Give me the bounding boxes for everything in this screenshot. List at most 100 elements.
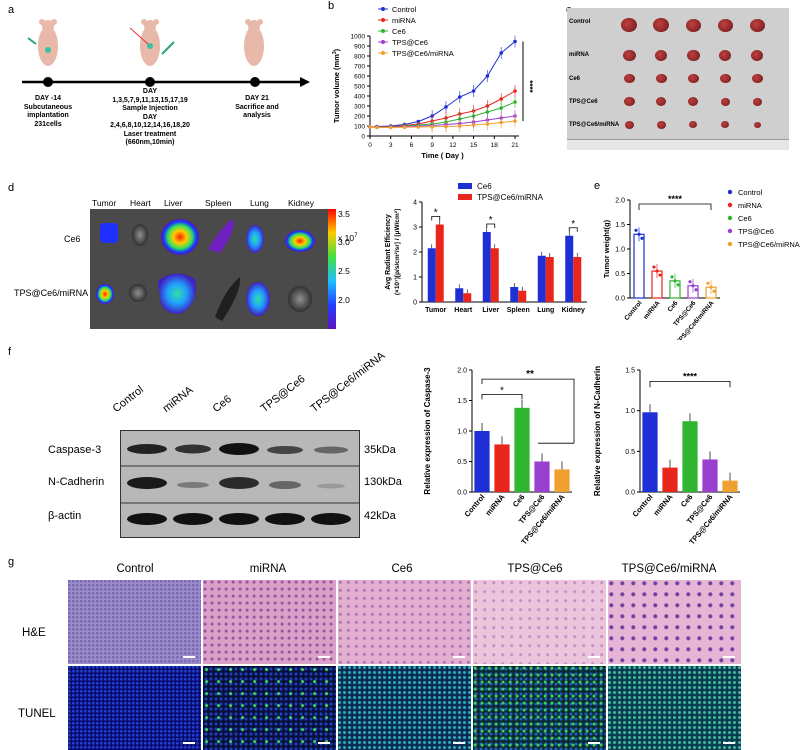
histology-column-labels: Control miRNA Ce6 TPS@Ce6 TPS@Ce6/miRNA bbox=[70, 563, 740, 579]
he-stain-image bbox=[203, 580, 336, 664]
colorbar-unit-exp: 7 bbox=[354, 233, 358, 240]
bar bbox=[435, 224, 444, 302]
timeline-line: DAY bbox=[142, 88, 158, 95]
legend-label: Ce6 bbox=[477, 182, 492, 191]
legend-label: Control bbox=[738, 188, 763, 197]
data-point bbox=[471, 89, 476, 93]
x-tick-label: Kidney bbox=[562, 307, 585, 314]
organ-label: Tumor bbox=[92, 198, 117, 208]
timeline-line: 2,4,6,8,10,12,14,16,18,20 bbox=[110, 122, 190, 129]
data-point bbox=[444, 124, 448, 129]
tumor-specimen bbox=[689, 121, 697, 129]
y-tick-label: 2.0 bbox=[615, 198, 625, 205]
bar bbox=[662, 467, 678, 492]
tumor-specimen bbox=[623, 73, 635, 84]
significance-label: * bbox=[500, 385, 504, 396]
y-tick-label: 3 bbox=[413, 225, 417, 232]
legend-marker bbox=[381, 18, 385, 22]
histology-row-label: TUNEL bbox=[18, 708, 56, 720]
lane-label: miRNA bbox=[160, 384, 196, 415]
x-axis-label: Time ( Day ) bbox=[421, 151, 464, 160]
data-point bbox=[652, 265, 656, 269]
scale-bar bbox=[723, 656, 735, 658]
scale-bar bbox=[183, 742, 195, 744]
data-point bbox=[375, 125, 379, 130]
blot-kda-label: 130kDa bbox=[364, 476, 402, 488]
tumor-specimen bbox=[653, 18, 669, 33]
colorbar-tick: 3.0 bbox=[338, 237, 350, 247]
timeline-line: analysis bbox=[243, 112, 271, 119]
histology-column-label: Ce6 bbox=[391, 563, 413, 575]
y-tick-label: 1.5 bbox=[625, 368, 635, 375]
x-tick-label: 12 bbox=[449, 142, 457, 149]
x-tick-label: Spleen bbox=[507, 307, 530, 314]
tumor-specimen bbox=[751, 73, 763, 84]
photo-row-label: miRNA bbox=[569, 52, 590, 58]
data-point bbox=[637, 232, 641, 236]
data-point bbox=[457, 95, 462, 99]
colorbar bbox=[328, 209, 336, 329]
timeline-event-1: DAY -14 Subcutaneous implantation 231cel… bbox=[8, 95, 88, 129]
significance-bracket bbox=[431, 216, 441, 221]
x-tick-label: 3 bbox=[389, 142, 393, 149]
significance-label: * bbox=[571, 219, 575, 230]
tumor-specimen bbox=[623, 96, 635, 107]
legend-marker bbox=[381, 51, 385, 55]
significance-bracket bbox=[568, 227, 578, 232]
y-tick-label: 0.5 bbox=[625, 449, 635, 456]
bar bbox=[565, 235, 574, 302]
data-point bbox=[694, 288, 698, 292]
y-tick-label: 1.0 bbox=[625, 408, 635, 415]
scale-bar bbox=[453, 742, 465, 744]
x-tick-label: 9 bbox=[430, 142, 434, 149]
y-tick-label: 2.0 bbox=[457, 368, 467, 375]
timeline-event-3: DAY 21 Sacrifice and analysis bbox=[222, 95, 292, 121]
tumor-photo: Control miRNA Ce6 TPS@Ce6 TPS@Ce6/miRNA bbox=[567, 8, 789, 150]
tunel-stain-image bbox=[473, 666, 606, 750]
ruler bbox=[567, 139, 789, 150]
colorbar-tick: 2.5 bbox=[338, 266, 350, 276]
he-stain-image bbox=[68, 580, 201, 664]
series-line bbox=[369, 120, 516, 128]
y-tick-label: 1000 bbox=[351, 34, 366, 41]
colorbar-tick: 2.0 bbox=[338, 295, 350, 305]
blot-kda-label: 35kDa bbox=[364, 444, 396, 456]
significance-label: **** bbox=[525, 80, 534, 93]
tumor-specimen bbox=[624, 120, 634, 129]
mouse-icon bbox=[27, 19, 58, 66]
mouse-icon bbox=[129, 19, 175, 66]
x-tick-label: 0 bbox=[368, 142, 372, 149]
y-tick-label: 0.5 bbox=[615, 271, 625, 278]
organ-fluorescence bbox=[96, 219, 315, 321]
data-point bbox=[444, 105, 448, 109]
legend-label: TPS@Ce6 bbox=[392, 38, 428, 47]
organ-label: Liver bbox=[164, 198, 183, 208]
bar bbox=[722, 480, 738, 492]
legend-label: TPS@Ce6/miRNA bbox=[477, 193, 544, 202]
significance-bracket bbox=[481, 394, 523, 400]
western-blot bbox=[120, 430, 360, 538]
scale-bar bbox=[318, 742, 330, 744]
tumor-specimen bbox=[685, 18, 701, 32]
data-point bbox=[499, 97, 503, 101]
organ-labels: Tumor Heart Liver Spleen Lung Kidney bbox=[90, 198, 328, 210]
y-tick-label: 0.5 bbox=[457, 459, 467, 466]
bar bbox=[455, 288, 464, 302]
organ-label: Lung bbox=[250, 198, 269, 208]
data-point bbox=[655, 269, 659, 273]
y-axis-label: (×10⁷)[p/s/cm²/sr] / [μW/cm²] bbox=[394, 209, 401, 295]
bar bbox=[427, 248, 436, 302]
tumor-specimen bbox=[621, 18, 637, 33]
tumor-specimen bbox=[622, 49, 636, 62]
tumor-specimen bbox=[752, 97, 762, 106]
legend-label: Control bbox=[392, 5, 417, 14]
bar bbox=[494, 444, 510, 492]
data-point bbox=[513, 100, 517, 104]
data-point bbox=[471, 123, 476, 127]
significance-bracket bbox=[649, 380, 731, 388]
legend-label: Ce6 bbox=[738, 214, 752, 223]
blot-row-label: N-Cadherin bbox=[48, 476, 105, 488]
tunel-stain-image bbox=[608, 666, 741, 750]
photo-row-label: Control bbox=[569, 19, 591, 25]
